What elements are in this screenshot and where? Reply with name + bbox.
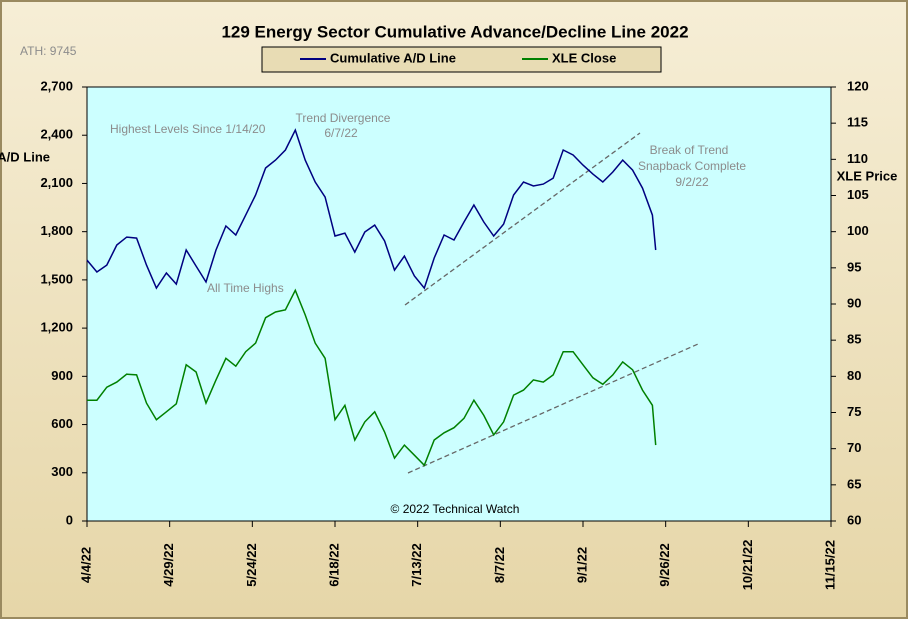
annotation: 6/7/22 — [324, 126, 358, 140]
legend — [261, 46, 662, 73]
y2-tick-label: 70 — [847, 440, 861, 455]
trend-line — [404, 132, 641, 306]
y2-tick-label: 85 — [847, 332, 861, 347]
y2-tick-label: 100 — [847, 223, 869, 238]
x-tick-label: 9/26/22 — [657, 543, 672, 586]
y-tick-label: 1,500 — [40, 271, 73, 286]
x-tick-label: 5/24/22 — [244, 543, 259, 586]
y2-tick-label: 105 — [847, 187, 869, 202]
annotation: Snapback Complete — [638, 159, 746, 173]
y2-tick-label: 115 — [847, 115, 868, 130]
annotation: 9/2/22 — [675, 175, 709, 189]
y-tick-label: 600 — [51, 416, 73, 431]
annotation: Highest Levels Since 1/14/20 — [110, 122, 266, 136]
x-tick-label: 10/21/22 — [740, 540, 755, 591]
y-tick-label: 2,700 — [40, 78, 73, 93]
annotation: ATH: 9745 — [20, 44, 77, 58]
y2-tick-label: 120 — [847, 78, 869, 93]
y2-tick-label: 65 — [847, 476, 861, 491]
y2-tick-label: 60 — [847, 512, 861, 527]
x-tick-label: 11/15/22 — [822, 540, 837, 590]
y-tick-label: 0 — [66, 512, 73, 527]
annotation: All Time Highs — [207, 281, 284, 295]
y-tick-label: 2,100 — [40, 175, 73, 190]
trend-line — [407, 343, 699, 474]
y2-tick-label: 75 — [847, 404, 861, 419]
y-tick-label: 1,200 — [40, 320, 73, 335]
x-tick-label: 6/18/22 — [326, 543, 341, 586]
data-line — [87, 288, 657, 467]
data-line — [86, 128, 657, 290]
y2-tick-label: 110 — [847, 151, 868, 166]
y-tick-label: 2,400 — [40, 127, 73, 142]
annotation: Break of Trend — [650, 143, 729, 157]
y-tick-label: 900 — [51, 368, 73, 383]
x-tick-label: 7/13/22 — [409, 543, 424, 586]
y-tick-label: 1,800 — [40, 223, 73, 238]
annotation: Trend Divergence — [296, 111, 391, 125]
plot-area — [86, 86, 832, 522]
y-axis-label: A/D Line — [0, 149, 50, 164]
x-tick-label: 8/7/22 — [492, 547, 507, 583]
y2-tick-label: 80 — [847, 368, 861, 383]
y2-tick-label: 90 — [847, 295, 861, 310]
chart-title: 129 Energy Sector Cumulative Advance/Dec… — [221, 22, 688, 41]
legend-label: XLE Close — [552, 50, 616, 65]
legend-label: Cumulative A/D Line — [330, 50, 456, 65]
y-tick-label: 300 — [51, 464, 73, 479]
x-tick-label: 4/4/22 — [78, 547, 93, 583]
x-tick-label: 4/29/22 — [161, 543, 176, 586]
copyright: © 2022 Technical Watch — [391, 502, 520, 516]
x-tick-label: 9/1/22 — [574, 547, 589, 583]
y2-tick-label: 95 — [847, 259, 861, 274]
y2-axis-label: XLE Price — [837, 168, 898, 183]
